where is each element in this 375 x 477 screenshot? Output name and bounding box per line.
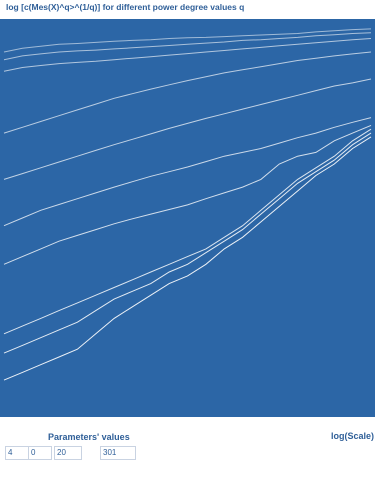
series-line-2 xyxy=(3,32,372,61)
parameter-field-1[interactable]: 4 xyxy=(5,446,29,460)
chart-svg xyxy=(0,19,375,417)
series-line-5 xyxy=(3,78,372,180)
series-line-6 xyxy=(3,117,372,227)
series-line-10 xyxy=(3,136,372,381)
x-axis-label: log(Scale) xyxy=(330,431,374,441)
series-line-4 xyxy=(3,51,372,134)
series-line-1 xyxy=(3,28,372,53)
parameter-field-2[interactable]: 0 xyxy=(28,446,52,460)
series-line-7 xyxy=(3,124,372,265)
parameters-label: Parameters' values xyxy=(48,432,130,442)
series-line-8 xyxy=(3,128,372,335)
chart-title: log [c(Mes(X)^q>^(1/q)] for different po… xyxy=(6,2,245,12)
series-line-3 xyxy=(3,38,372,72)
series-line-9 xyxy=(3,132,372,354)
parameter-field-4[interactable]: 301 xyxy=(100,446,136,460)
plot-background xyxy=(0,19,375,417)
parameter-field-3[interactable]: 20 xyxy=(54,446,82,460)
plot-area xyxy=(0,19,375,417)
series-group xyxy=(3,28,372,381)
